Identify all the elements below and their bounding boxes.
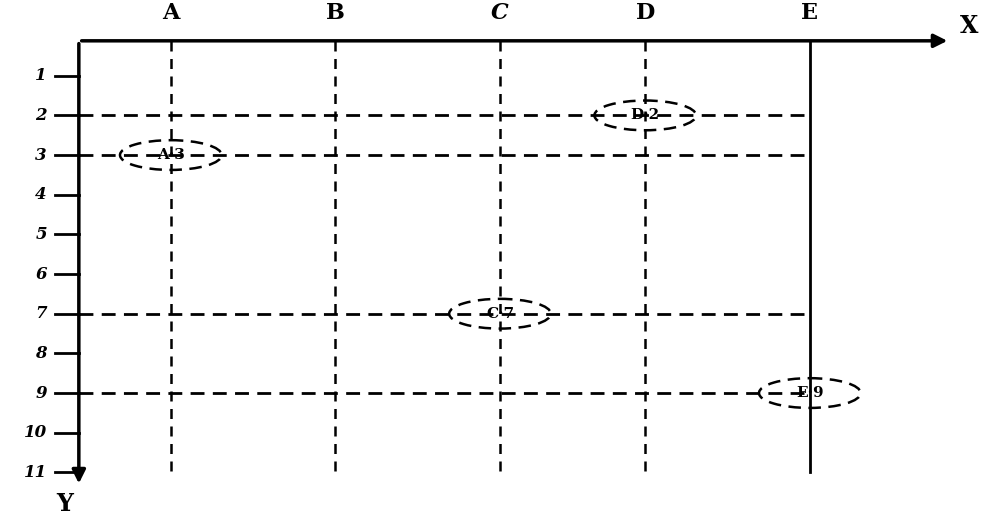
Text: A·3: A·3 [157, 148, 185, 162]
Text: 10: 10 [24, 424, 47, 441]
Text: 5: 5 [35, 226, 47, 243]
Text: C·7: C·7 [486, 306, 514, 321]
Text: 8: 8 [35, 345, 47, 362]
Text: C: C [491, 2, 509, 24]
Text: B: B [326, 2, 345, 24]
Text: D: D [636, 2, 655, 24]
Text: E: E [801, 2, 818, 24]
Text: 1: 1 [35, 67, 47, 84]
Text: E·9: E·9 [796, 386, 824, 400]
Text: 6: 6 [35, 266, 47, 282]
Text: 9: 9 [35, 384, 47, 402]
Text: X: X [960, 14, 978, 38]
Text: 11: 11 [24, 464, 47, 481]
Text: 3: 3 [35, 146, 47, 164]
Text: Y: Y [56, 492, 73, 516]
Text: A: A [162, 2, 180, 24]
Text: 4: 4 [35, 186, 47, 203]
Text: 2: 2 [35, 107, 47, 124]
Text: D·2: D·2 [631, 108, 660, 122]
Text: 7: 7 [35, 305, 47, 322]
